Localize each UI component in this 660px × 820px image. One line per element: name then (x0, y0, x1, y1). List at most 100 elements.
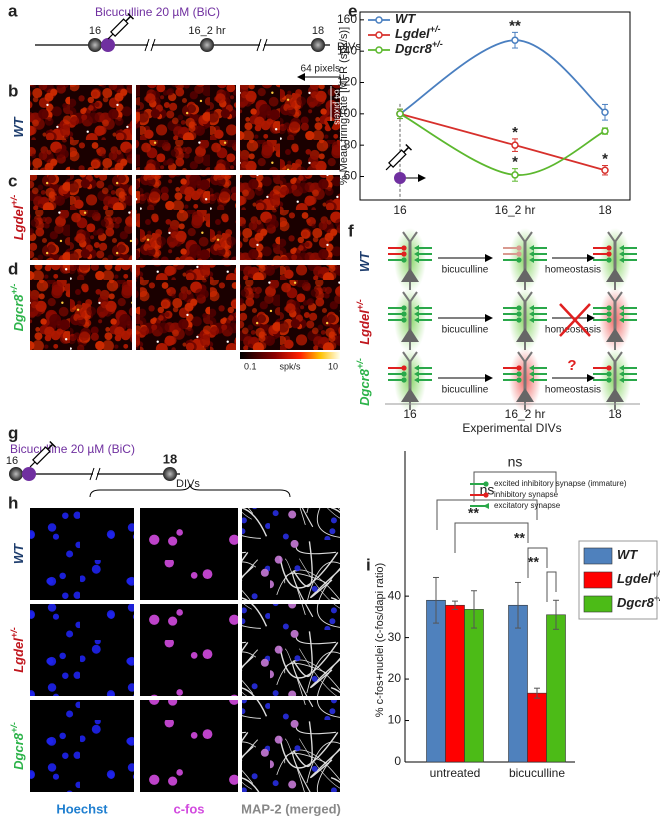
bar (464, 609, 484, 763)
soma (516, 388, 534, 402)
activity-map (30, 175, 132, 260)
process-label: bicuculline (442, 385, 489, 396)
process-label: homeostasis (545, 385, 601, 396)
legend-marker (483, 481, 489, 487)
soma (401, 268, 419, 282)
data-point (601, 166, 609, 174)
dendrite-branch (607, 351, 623, 364)
activity-map (30, 85, 132, 170)
activity-map (136, 265, 236, 350)
blocked-mark (559, 303, 591, 337)
scale-label: 64 pixels (333, 89, 343, 125)
process-label: homeostasis (545, 265, 601, 276)
legend-marker (483, 492, 489, 498)
data-point (511, 141, 519, 149)
bracket (89, 483, 291, 498)
legend-marker (375, 16, 383, 24)
synapse-head (414, 305, 419, 311)
y-tick-label: 140 (337, 43, 357, 57)
soma (401, 388, 419, 402)
synapse-head (606, 377, 612, 383)
synapse-head (516, 365, 522, 371)
timepoint (200, 38, 214, 52)
dendrite-branch (607, 291, 623, 304)
treatment-point (101, 38, 115, 52)
synapse-head (619, 377, 624, 383)
syringe-handle (127, 12, 135, 20)
axis-break (150, 38, 156, 52)
dendrite-branch (517, 351, 533, 364)
timeline-title: Bicuculline 20 µM (BiC) (10, 442, 135, 456)
synapse-head (401, 371, 407, 377)
synapse-head (401, 257, 407, 263)
soma (516, 328, 534, 342)
genotype-label: Lgdel+/- (9, 195, 26, 241)
syringe-body (110, 18, 129, 37)
legend-label: Lgdel+/- (617, 569, 660, 586)
synapse-head (401, 377, 407, 383)
activity-map (136, 85, 236, 170)
synapse-head (516, 251, 522, 257)
y-tick-label: 30 (388, 630, 402, 644)
synapse-head (401, 365, 407, 371)
synapse-head (619, 257, 624, 263)
break-gap (260, 43, 264, 47)
y-axis-label: % Mean firing rate [MFR (spk/s)] (338, 27, 350, 185)
data-point (601, 108, 609, 117)
synapse-head (401, 311, 407, 317)
significance: * (602, 151, 608, 168)
genotype-label: WT (357, 251, 372, 272)
x-tick-label: 16_2 hr (495, 203, 536, 217)
significance: ns (480, 482, 495, 498)
stain-label: Hoechst (56, 801, 108, 816)
syringe-plunger (403, 146, 410, 153)
micrograph (140, 604, 238, 696)
legend-frame (578, 540, 658, 620)
y-tick-label: 10 (388, 713, 402, 727)
legend-label: WT (395, 11, 416, 26)
genotype-label: Dgcr8+/- (355, 358, 372, 406)
syringe-icon (107, 12, 135, 40)
soma (606, 328, 624, 342)
significance-bracket (436, 499, 538, 530)
synapse-head (529, 317, 534, 323)
synapse-head (606, 365, 612, 371)
synapse-head (619, 365, 624, 371)
legend-label: Dgcr8+/- (395, 39, 443, 56)
process-label: bicuculline (442, 325, 489, 336)
synapse-head (619, 305, 624, 311)
treatment-point (394, 172, 406, 184)
break-gap (93, 472, 97, 476)
micrograph (242, 700, 340, 792)
timepoint (9, 467, 23, 481)
synapse-head (401, 251, 407, 257)
synapse-head (606, 245, 612, 251)
axis-break (89, 467, 95, 481)
soma (401, 328, 419, 342)
activity-map (136, 175, 236, 260)
legend-marker (375, 46, 383, 54)
timepoint-label: 16 (6, 455, 18, 467)
synapse-head (414, 317, 419, 323)
synapse-head (529, 371, 534, 377)
synapse-head (619, 251, 624, 257)
activity-map (240, 265, 340, 350)
x-title: Experimental DIVs (462, 421, 561, 435)
panel-label: b (8, 81, 18, 100)
panel-label: e (348, 1, 357, 20)
synapse-head (414, 311, 419, 317)
syringe-plunger (47, 443, 54, 450)
x-label: 16_2 hr (505, 407, 546, 421)
bar (527, 692, 547, 763)
synapse-head (606, 311, 612, 317)
genotype-label: Lgdel+/- (355, 299, 372, 345)
synapse-head (529, 305, 534, 311)
plot-frame (359, 11, 631, 201)
significance-bracket (454, 522, 529, 553)
genotype-label: Lgdel+/- (9, 627, 26, 673)
genotype-label: WT (11, 543, 26, 564)
synapse-head (414, 371, 419, 377)
y-tick-label: 40 (388, 588, 402, 602)
synapse-head (529, 365, 534, 371)
